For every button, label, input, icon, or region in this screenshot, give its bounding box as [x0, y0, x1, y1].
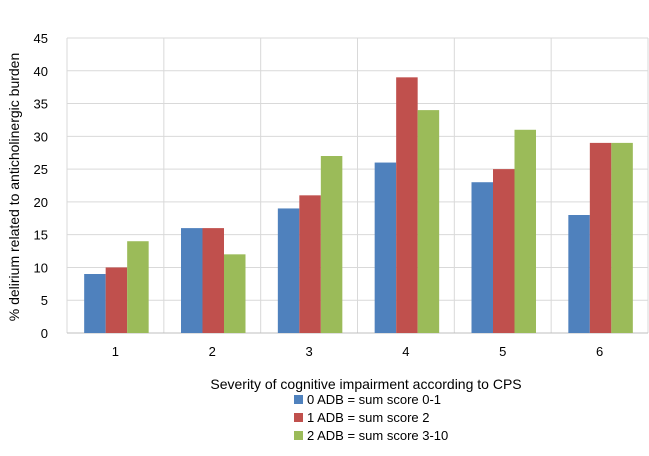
x-axis-ticks: 1 2 3 4 5 6 — [112, 344, 603, 359]
bar-series-0-cat-2 — [181, 228, 203, 333]
x-tick-label: 3 — [305, 344, 312, 359]
y-tick-label: 5 — [41, 293, 48, 308]
bar-series-2-cat-6 — [611, 142, 633, 333]
x-tick-label: 6 — [596, 344, 603, 359]
y-axis-title: % delirium related to anticholinergic bu… — [6, 53, 22, 321]
bar-series-0-cat-5 — [471, 182, 493, 333]
y-tick-label: 25 — [34, 162, 48, 177]
bar-series-2-cat-4 — [417, 110, 440, 333]
legend: 0 ADB = sum score 0-1 1 ADB = sum score 2… — [294, 392, 448, 443]
x-tick-label: 5 — [499, 344, 506, 359]
x-tick-label: 1 — [112, 344, 119, 359]
y-tick-label: 10 — [34, 260, 48, 275]
y-tick-label: 20 — [34, 195, 48, 210]
bar-series-2-cat-3 — [320, 156, 343, 333]
bar-series-0-cat-3 — [277, 208, 300, 333]
legend-label: 0 ADB = sum score 0-1 — [307, 392, 441, 407]
bar-series-2-cat-2 — [224, 254, 246, 333]
y-tick-label: 35 — [34, 97, 48, 112]
legend-swatch — [294, 431, 303, 440]
y-tick-label: 15 — [34, 228, 48, 243]
bar-series-2-cat-1 — [127, 241, 149, 333]
x-tick-label: 2 — [209, 344, 216, 359]
gridlines — [66, 37, 649, 334]
legend-swatch — [294, 413, 303, 422]
bar-series-1-cat-6 — [589, 142, 612, 333]
y-axis-ticks: 0 5 10 15 20 25 30 35 40 45 — [34, 31, 48, 341]
bar-series-0-cat-1 — [84, 274, 106, 333]
bar-series-1-cat-3 — [299, 195, 321, 333]
y-tick-label: 40 — [34, 64, 48, 79]
y-tick-label: 30 — [34, 129, 48, 144]
x-tick-label: 4 — [402, 344, 409, 359]
legend-label: 2 ADB = sum score 3-10 — [307, 428, 448, 443]
bar-series-1-cat-4 — [396, 77, 418, 333]
x-axis-title: Severity of cognitive impairment accordi… — [210, 376, 521, 392]
y-tick-label: 0 — [41, 326, 48, 341]
legend-swatch — [294, 395, 303, 404]
bar-series-0-cat-4 — [374, 162, 397, 333]
y-tick-label: 45 — [34, 31, 48, 46]
bar-series-1-cat-2 — [202, 228, 224, 333]
bar-series-0-cat-6 — [568, 215, 590, 333]
bars — [84, 77, 633, 333]
bar-series-2-cat-5 — [514, 129, 536, 333]
bar-series-1-cat-1 — [105, 267, 128, 333]
bar-series-1-cat-5 — [493, 169, 515, 333]
legend-label: 1 ADB = sum score 2 — [307, 410, 429, 425]
